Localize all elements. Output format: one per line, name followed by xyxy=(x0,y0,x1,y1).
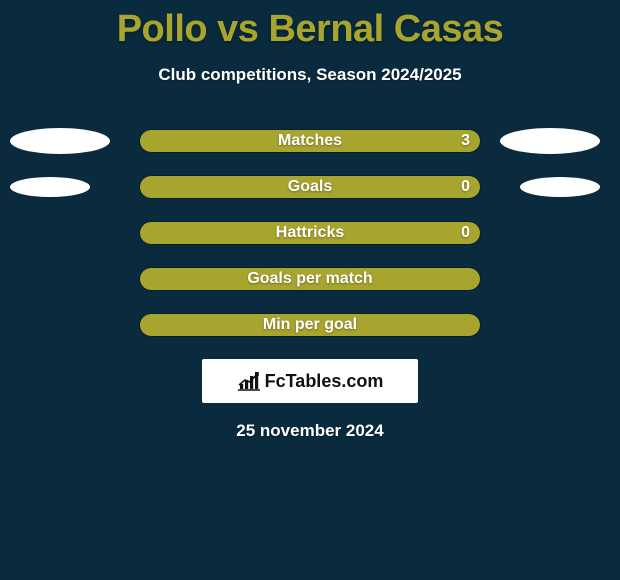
stat-bar: Goals 0 xyxy=(139,175,481,199)
stat-label: Hattricks xyxy=(276,224,344,242)
stat-label: Goals per match xyxy=(247,270,372,288)
brand-logo-box: FcTables.com xyxy=(202,359,418,403)
decor-ellipse-left xyxy=(10,128,110,154)
brand-logo-text: FcTables.com xyxy=(265,371,384,392)
decor-ellipse-left xyxy=(10,177,90,197)
page-subtitle: Club competitions, Season 2024/2025 xyxy=(0,65,620,85)
page-title: Pollo vs Bernal Casas xyxy=(0,0,620,51)
stat-row: Min per goal xyxy=(0,313,620,337)
stats-list: Matches 3 Goals 0 Hattricks 0 Goals per match M… xyxy=(0,129,620,337)
stat-bar: Goals per match xyxy=(139,267,481,291)
stat-value: 3 xyxy=(461,132,470,150)
stat-label: Min per goal xyxy=(263,316,357,334)
stat-row: Matches 3 xyxy=(0,129,620,153)
stat-row: Goals per match xyxy=(0,267,620,291)
decor-ellipse-right xyxy=(520,177,600,197)
stat-bar: Min per goal xyxy=(139,313,481,337)
decor-ellipse-right xyxy=(500,128,600,154)
stat-label: Matches xyxy=(278,132,342,150)
stat-bar: Matches 3 xyxy=(139,129,481,153)
date-label: 25 november 2024 xyxy=(0,421,620,441)
stat-bar: Hattricks 0 xyxy=(139,221,481,245)
stat-value: 0 xyxy=(461,178,470,196)
stats-card: Pollo vs Bernal Casas Club competitions,… xyxy=(0,0,620,580)
stat-label: Goals xyxy=(288,178,332,196)
stat-row: Hattricks 0 xyxy=(0,221,620,245)
stat-value: 0 xyxy=(461,224,470,242)
stat-row: Goals 0 xyxy=(0,175,620,199)
chart-icon xyxy=(237,370,261,392)
